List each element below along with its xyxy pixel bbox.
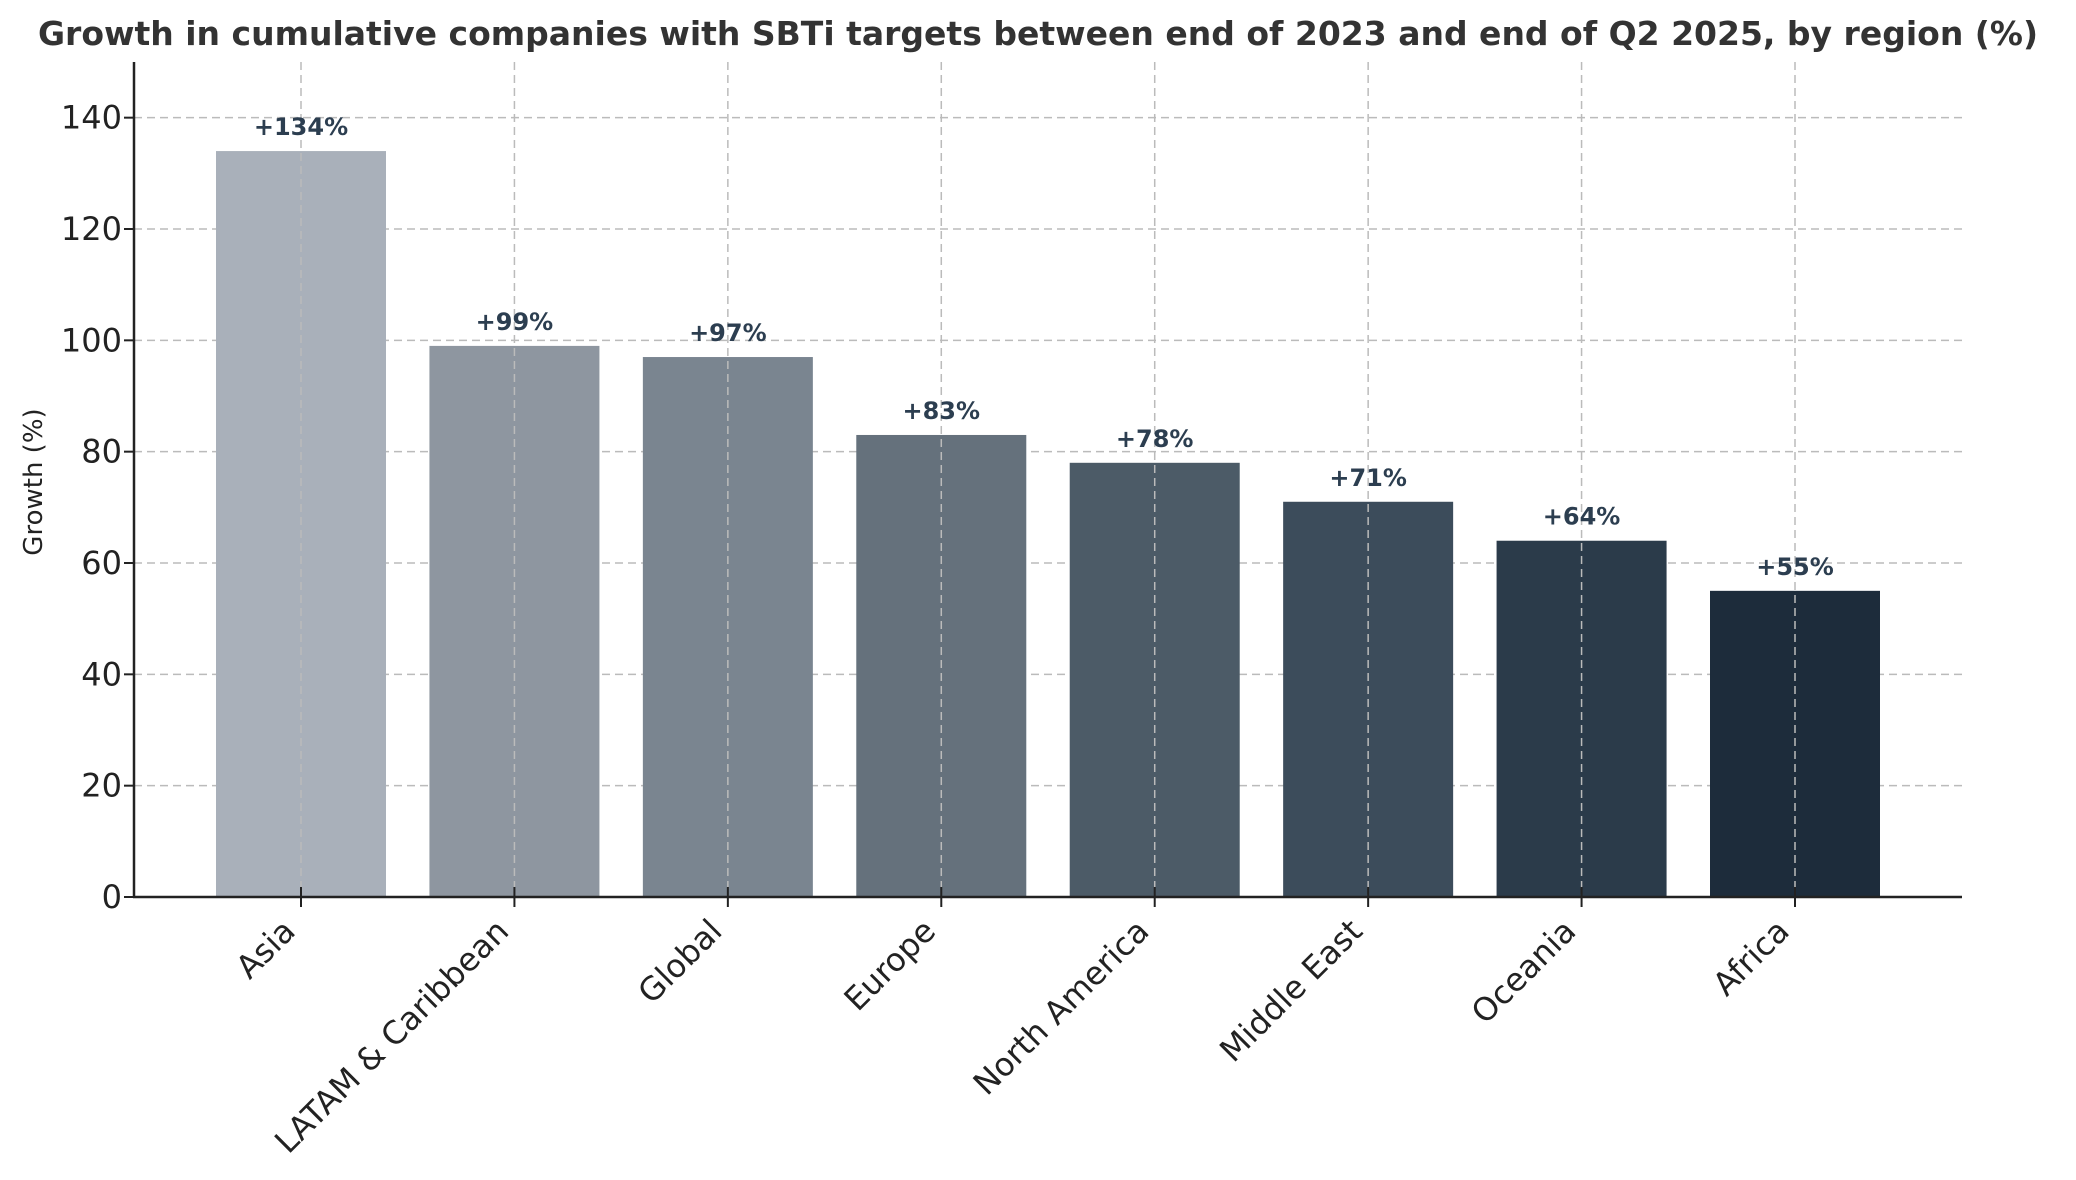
x-tick-label-2: Global	[630, 912, 729, 1011]
x-tick-label-7: Africa	[1705, 912, 1796, 1003]
y-tick-label-100: 100	[61, 321, 122, 359]
data-label-6: +64%	[1543, 503, 1621, 531]
y-axis-title: Growth (%)	[19, 408, 49, 555]
x-tick-label-6: Oceania	[1464, 912, 1583, 1031]
axes-group	[132, 62, 1962, 899]
x-tick-label-3: Europe	[837, 912, 943, 1018]
x-tick-label-4: North America	[966, 912, 1157, 1103]
data-labels: +134% +99% +97% +83% +78% +71% +64% +55%	[254, 113, 1834, 581]
y-gridlines	[134, 116, 1962, 898]
x-gridlines-overlay	[300, 62, 1796, 897]
y-tick-label-20: 20	[81, 767, 122, 805]
data-label-5: +71%	[1329, 464, 1407, 492]
x-tick-label-5: Middle East	[1212, 912, 1370, 1070]
y-tick-label-120: 120	[61, 210, 122, 248]
data-label-1: +99%	[476, 308, 554, 336]
data-label-7: +55%	[1756, 553, 1834, 581]
data-label-3: +83%	[903, 397, 981, 425]
y-tick-label-140: 140	[61, 99, 122, 137]
y-ticks: 0 20 40 60 80 100 120 140	[61, 99, 134, 916]
data-label-2: +97%	[689, 319, 767, 347]
y-tick-label-40: 40	[81, 655, 122, 693]
data-label-4: +78%	[1116, 425, 1194, 453]
x-tick-label-1: LATAM & Caribbean	[267, 912, 516, 1161]
chart-title: Growth in cumulative companies with SBTi…	[38, 14, 2038, 53]
y-tick-label-0: 0	[102, 878, 122, 916]
y-tick-label-60: 60	[81, 544, 122, 582]
data-label-0: +134%	[254, 113, 348, 141]
y-tick-label-80: 80	[81, 433, 122, 471]
x-tick-label-0: Asia	[228, 912, 302, 986]
